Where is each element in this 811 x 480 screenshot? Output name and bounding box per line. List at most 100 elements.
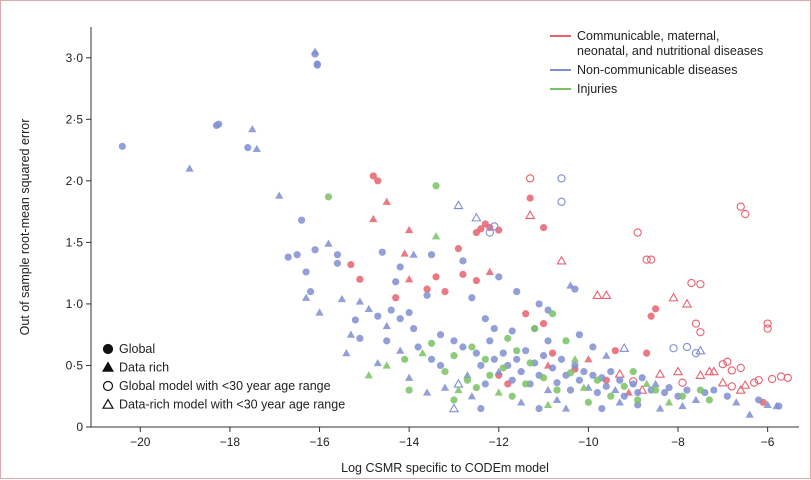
series-inj bbox=[324, 182, 713, 408]
data-point-cmnn bbox=[633, 228, 642, 237]
data-point-ncd bbox=[471, 212, 482, 222]
data-point-ncd bbox=[440, 383, 450, 391]
data-point-ncd bbox=[392, 278, 400, 286]
data-point-ncd bbox=[553, 379, 561, 387]
data-point-ncd bbox=[589, 343, 597, 351]
data-point-ncd bbox=[356, 334, 364, 342]
data-point-ncd bbox=[427, 251, 436, 259]
data-point-ncd bbox=[373, 358, 382, 367]
data-point-cmnn bbox=[405, 275, 414, 283]
legend-label-inj: Injuries bbox=[577, 82, 617, 96]
data-point-inj bbox=[508, 392, 516, 400]
data-point-ncd bbox=[378, 248, 386, 256]
data-point-ncd bbox=[490, 324, 498, 333]
data-point-ncd bbox=[284, 253, 292, 261]
data-point-ncd bbox=[732, 398, 741, 406]
data-point-cmnn bbox=[477, 225, 485, 233]
data-point-ncd bbox=[620, 392, 628, 400]
x-tick-label: −14 bbox=[399, 435, 420, 449]
data-point-ncd bbox=[695, 345, 706, 355]
data-point-ncd bbox=[485, 228, 494, 237]
data-point-ncd bbox=[557, 197, 566, 206]
data-point-ncd bbox=[634, 388, 642, 397]
data-point-ncd bbox=[513, 288, 521, 296]
data-point-ncd bbox=[669, 344, 678, 353]
data-point-ncd bbox=[396, 346, 405, 354]
data-point-cmnn bbox=[423, 285, 431, 293]
data-point-cmnn bbox=[727, 382, 736, 391]
data-point-ncd bbox=[410, 324, 418, 333]
data-point-cmnn bbox=[454, 244, 463, 253]
data-point-ncd bbox=[382, 321, 391, 330]
data-point-inj bbox=[705, 396, 713, 404]
data-point-inj bbox=[629, 368, 637, 376]
data-point-ncd bbox=[763, 400, 772, 408]
data-point-ncd bbox=[580, 368, 588, 376]
data-point-ncd bbox=[490, 355, 498, 363]
legend-label-ncd: Non-communicable diseases bbox=[577, 63, 738, 77]
data-point-ncd bbox=[602, 351, 611, 359]
data-point-inj bbox=[324, 193, 333, 201]
data-point-cmnn bbox=[681, 298, 693, 308]
data-point-ncd bbox=[775, 402, 783, 410]
data-point-ncd bbox=[602, 382, 610, 390]
data-point-inj bbox=[664, 398, 674, 406]
data-point-inj bbox=[427, 339, 436, 347]
x-tick-label: −18 bbox=[220, 435, 241, 449]
data-point-ncd bbox=[517, 368, 525, 376]
x-tick-label: −6 bbox=[761, 435, 775, 449]
data-point-cmnn bbox=[584, 355, 593, 363]
data-point-cmnn bbox=[592, 290, 603, 299]
y-tick-label: 1·0 bbox=[66, 297, 84, 311]
data-point-cmnn bbox=[741, 209, 750, 219]
data-point-cmnn bbox=[696, 280, 705, 289]
data-point-ncd bbox=[589, 371, 597, 379]
data-point-inj bbox=[566, 369, 575, 377]
data-point-ncd bbox=[306, 288, 315, 296]
data-point-cmnn bbox=[522, 310, 530, 318]
x-tick-label: −10 bbox=[578, 435, 599, 449]
data-point-ncd bbox=[571, 285, 579, 293]
data-point-inj bbox=[364, 371, 373, 379]
data-point-cmnn bbox=[783, 373, 792, 382]
data-point-ncd bbox=[252, 144, 261, 152]
data-point-ncd bbox=[575, 376, 584, 384]
data-point-inj bbox=[522, 380, 530, 388]
data-point-ncd bbox=[508, 376, 516, 384]
data-point-inj bbox=[553, 386, 561, 394]
data-point-ncd bbox=[364, 304, 373, 312]
data-point-inj bbox=[486, 371, 494, 379]
data-point-ncd bbox=[459, 257, 467, 265]
data-point-inj bbox=[499, 364, 507, 372]
data-point-ncd bbox=[185, 164, 194, 172]
legend-shape-triangle-filled bbox=[102, 361, 114, 372]
data-point-inj bbox=[526, 359, 534, 367]
data-point-cmnn bbox=[459, 270, 467, 278]
data-point-cmnn bbox=[736, 202, 745, 211]
data-point-ncd bbox=[311, 246, 319, 254]
data-point-ncd bbox=[463, 371, 472, 379]
data-point-inj bbox=[432, 182, 440, 190]
data-point-ncd bbox=[683, 386, 691, 394]
data-point-ncd bbox=[522, 347, 530, 355]
data-point-cmnn bbox=[539, 320, 548, 328]
data-point-ncd bbox=[710, 386, 718, 394]
y-axis-title: Out of sample root-mean squared error bbox=[18, 119, 32, 336]
x-tick-label: −16 bbox=[309, 435, 330, 449]
data-point-cmnn bbox=[691, 319, 701, 328]
data-point-ncd bbox=[275, 191, 284, 199]
data-point-inj bbox=[584, 398, 592, 406]
data-point-cmnn bbox=[696, 328, 705, 337]
data-point-cmnn bbox=[750, 378, 759, 387]
data-point-ncd bbox=[755, 396, 763, 404]
data-point-ncd bbox=[387, 306, 395, 314]
data-point-inj bbox=[570, 355, 580, 363]
data-point-ncd bbox=[355, 297, 365, 305]
data-point-ncd bbox=[571, 361, 579, 370]
data-point-cmnn bbox=[432, 273, 440, 281]
data-point-ncd bbox=[436, 361, 445, 370]
data-point-cmnn bbox=[526, 194, 534, 202]
data-point-ncd bbox=[118, 142, 126, 150]
data-point-cmnn bbox=[601, 290, 612, 299]
